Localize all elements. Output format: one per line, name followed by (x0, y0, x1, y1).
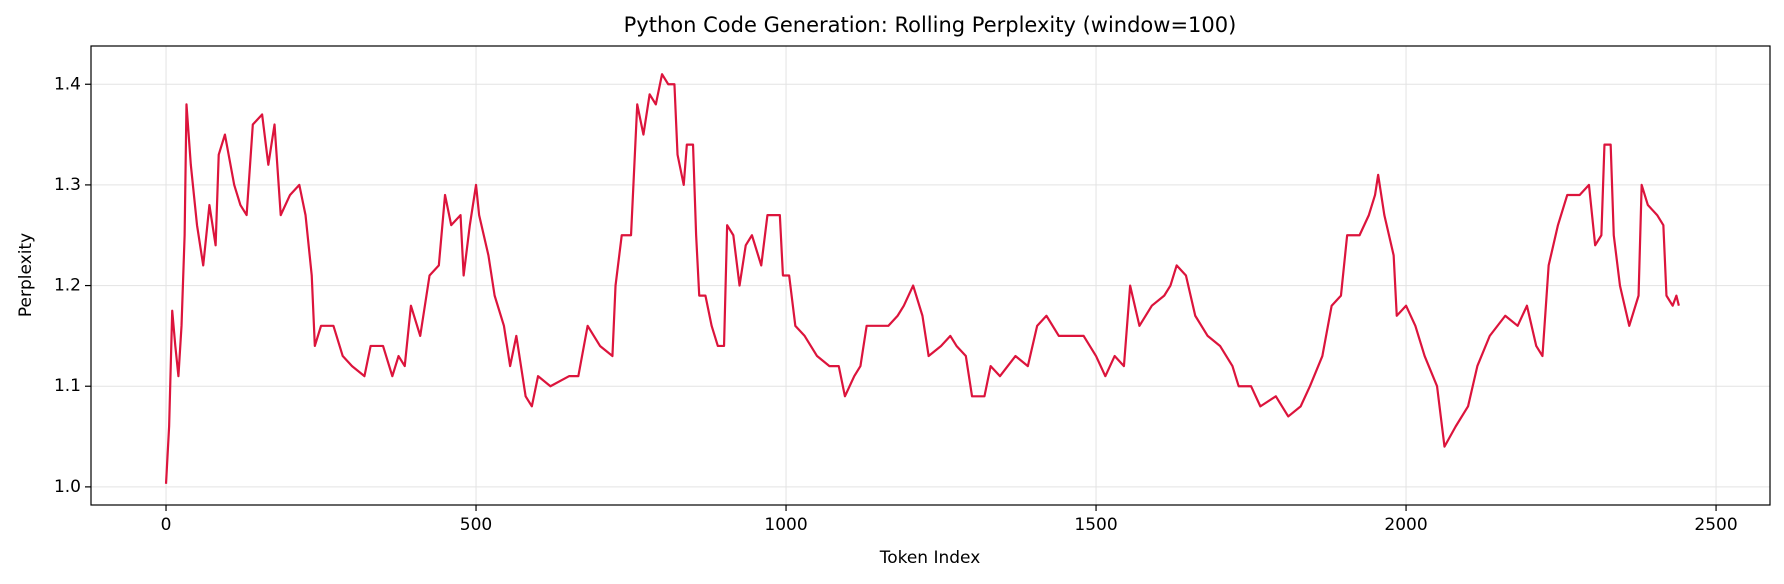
chart-title: Python Code Generation: Rolling Perplexi… (624, 13, 1237, 37)
y-tick-label: 1.3 (54, 175, 81, 195)
x-tick-label: 2500 (1694, 515, 1737, 535)
y-tick-label: 1.4 (54, 74, 81, 94)
y-tick-label: 1.0 (54, 477, 81, 497)
y-axis-label: Perplexity (16, 233, 36, 317)
x-tick-label: 1000 (764, 515, 807, 535)
x-tick-label: 0 (161, 515, 172, 535)
x-tick-label: 2000 (1384, 515, 1427, 535)
y-tick-label: 1.2 (54, 276, 81, 296)
data-line (164, 73, 1680, 484)
x-axis-label: Token Index (879, 548, 981, 568)
x-tick-label: 500 (460, 515, 492, 535)
plot-frame (90, 45, 1771, 506)
x-tick-label: 1500 (1074, 515, 1117, 535)
y-tick-label: 1.1 (54, 376, 81, 396)
